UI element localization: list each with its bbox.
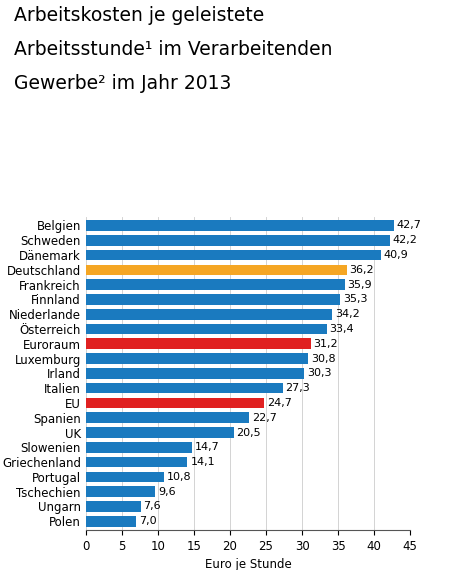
Text: 42,2: 42,2 — [392, 235, 417, 245]
Bar — [86, 471, 163, 482]
Bar — [86, 442, 191, 453]
Bar — [86, 398, 263, 408]
Bar — [86, 486, 155, 497]
Bar — [86, 427, 233, 438]
Bar — [86, 324, 326, 335]
Text: Gewerbe² im Jahr 2013: Gewerbe² im Jahr 2013 — [14, 74, 231, 93]
Bar — [86, 412, 249, 423]
Text: 30,3: 30,3 — [307, 368, 331, 378]
Bar — [86, 264, 346, 275]
Bar — [86, 383, 282, 393]
Bar — [86, 250, 380, 260]
Text: 42,7: 42,7 — [396, 221, 420, 230]
Bar — [86, 309, 332, 320]
Text: 20,5: 20,5 — [236, 428, 260, 438]
Bar — [86, 235, 389, 246]
Text: 40,9: 40,9 — [383, 250, 407, 260]
Bar — [86, 294, 339, 305]
Text: Arbeitsstunde¹ im Verarbeitenden: Arbeitsstunde¹ im Verarbeitenden — [14, 40, 332, 59]
Text: 35,3: 35,3 — [342, 295, 367, 304]
Bar — [86, 457, 187, 467]
Text: 24,7: 24,7 — [266, 398, 291, 408]
Bar — [86, 339, 310, 349]
Text: 36,2: 36,2 — [349, 265, 374, 275]
Text: 14,1: 14,1 — [190, 457, 215, 467]
Text: 7,0: 7,0 — [139, 516, 157, 526]
Text: 27,3: 27,3 — [285, 383, 309, 393]
Text: Arbeitskosten je geleistete: Arbeitskosten je geleistete — [14, 6, 264, 25]
Text: 9,6: 9,6 — [158, 487, 175, 496]
Text: 7,6: 7,6 — [143, 502, 161, 511]
Bar — [86, 220, 393, 231]
Text: 22,7: 22,7 — [252, 413, 277, 423]
Text: 10,8: 10,8 — [166, 472, 191, 482]
Text: 14,7: 14,7 — [194, 442, 219, 452]
Bar — [86, 516, 136, 527]
Bar — [86, 368, 304, 378]
Text: 34,2: 34,2 — [335, 309, 359, 319]
Text: 30,8: 30,8 — [310, 353, 335, 364]
Text: 31,2: 31,2 — [313, 339, 337, 349]
Text: 33,4: 33,4 — [329, 324, 353, 334]
Bar — [86, 279, 344, 290]
Text: 35,9: 35,9 — [347, 280, 371, 290]
Bar — [86, 501, 140, 512]
X-axis label: Euro je Stunde: Euro je Stunde — [204, 559, 291, 570]
Bar — [86, 353, 307, 364]
